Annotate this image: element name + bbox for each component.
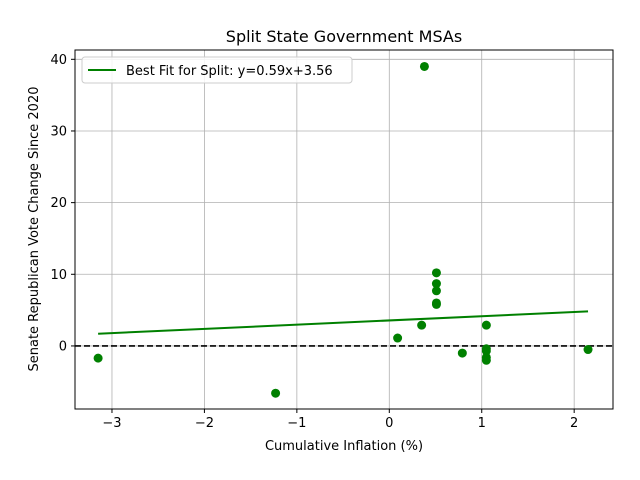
scatter-point xyxy=(93,353,103,363)
y-axis-label: Senate Republican Vote Change Since 2020 xyxy=(27,86,42,371)
x-tick-label: −1 xyxy=(287,416,306,431)
plot-frame xyxy=(74,49,614,410)
points-layer xyxy=(93,61,593,398)
x-axis-label: Cumulative Inflation (%) xyxy=(265,439,423,454)
y-tick-label: 10 xyxy=(50,268,67,283)
legend-box xyxy=(81,56,353,84)
y-tick-label: 20 xyxy=(50,196,67,211)
scatter-point xyxy=(431,268,441,278)
scatter-point xyxy=(481,320,491,330)
scatter-point xyxy=(431,286,441,296)
best-fit-line xyxy=(98,310,589,335)
y-tick-label: 40 xyxy=(50,53,67,68)
y-tick-label: 30 xyxy=(50,124,67,139)
scatter-point xyxy=(583,345,593,355)
scatter-point xyxy=(457,348,467,358)
y-tick-label: 0 xyxy=(59,339,67,354)
fit-line-layer xyxy=(98,310,589,335)
scatter-point xyxy=(431,299,441,309)
x-tick-label: 1 xyxy=(478,416,486,431)
legend-label: Best Fit for Split: y=0.59x+3.56 xyxy=(126,64,333,79)
x-tick-label: 0 xyxy=(385,416,393,431)
scatter-point xyxy=(431,279,441,289)
scatter-point xyxy=(419,61,429,71)
x-axis-ticks: −3 −2 −1 0 1 2 xyxy=(102,409,578,431)
chart-title: Split State Government MSAs xyxy=(226,27,462,46)
scatter-point xyxy=(417,320,427,330)
legend: Best Fit for Split: y=0.59x+3.56 xyxy=(81,56,353,84)
scatter-point xyxy=(271,388,281,398)
scatter-point xyxy=(393,333,403,343)
scatter-point xyxy=(481,346,491,356)
scatter-point xyxy=(481,355,491,365)
y-axis-ticks: 0 10 20 30 40 xyxy=(50,53,75,354)
x-tick-label: 2 xyxy=(570,416,578,431)
x-tick-label: −2 xyxy=(195,416,214,431)
x-tick-label: −3 xyxy=(102,416,121,431)
